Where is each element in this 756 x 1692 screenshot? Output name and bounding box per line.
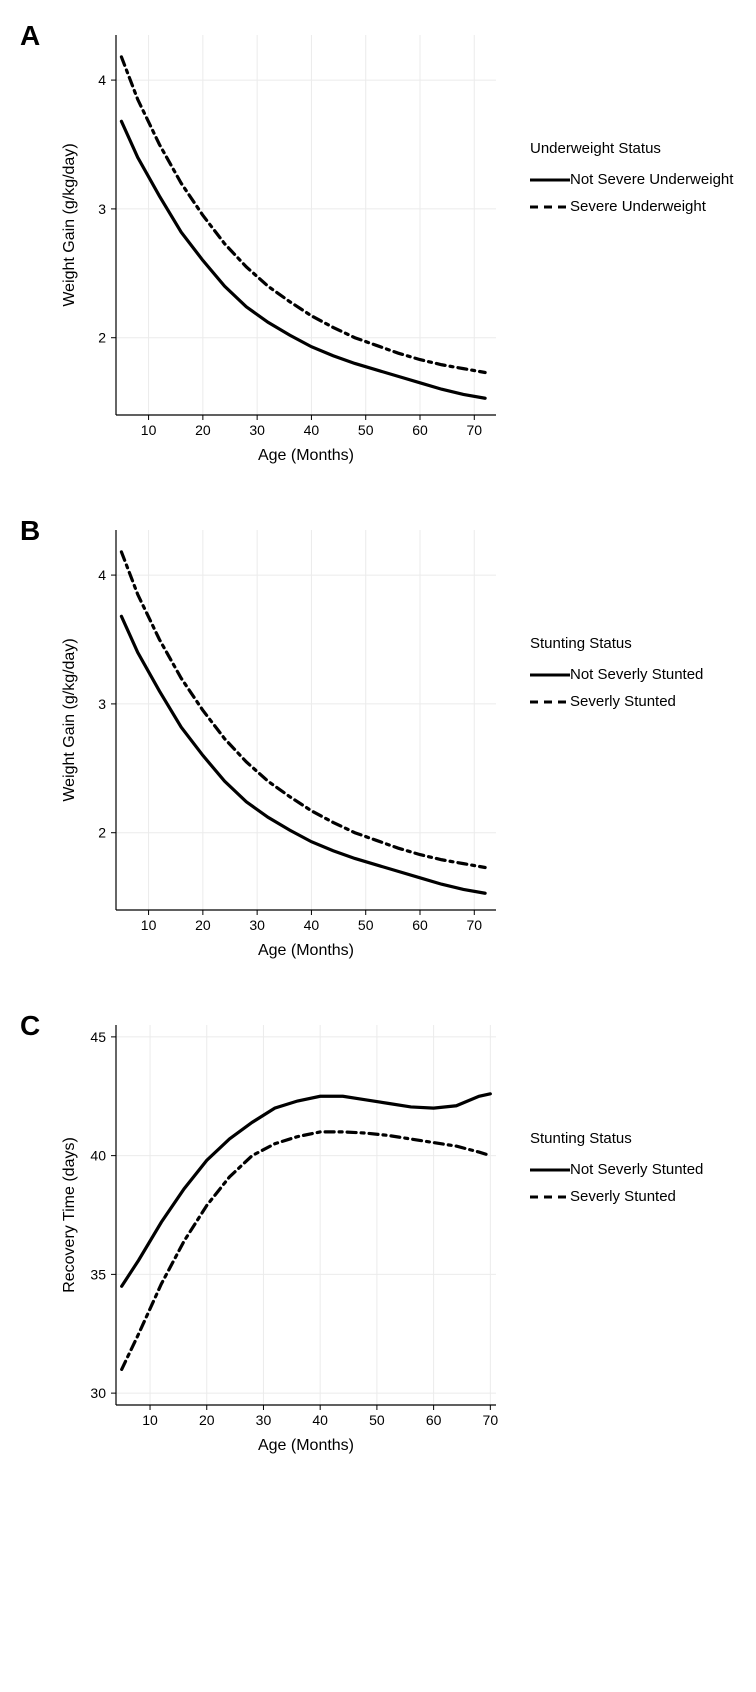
- x-tick-label: 20: [195, 917, 211, 933]
- y-tick-label: 2: [98, 330, 106, 346]
- x-axis-title: Age (Months): [258, 1437, 354, 1454]
- x-tick-label: 50: [358, 422, 374, 438]
- x-tick-label: 60: [412, 917, 428, 933]
- legend-title: Stunting Status: [530, 1130, 703, 1147]
- x-axis-title: Age (Months): [258, 942, 354, 959]
- legend-swatch: [530, 202, 570, 212]
- chart-wrap: 10 20 30 40 50 60 70 2 3 4 Age (Months) Weight Gain…: [56, 20, 506, 475]
- legend-swatch: [530, 670, 570, 680]
- legend-title: Underweight Status: [530, 140, 733, 157]
- legend-item: Not Severly Stunted: [530, 666, 703, 683]
- legend-swatch: [530, 1192, 570, 1202]
- x-tick-label: 30: [256, 1412, 272, 1428]
- y-tick-label: 4: [98, 567, 106, 583]
- chart-svg: 10 20 30 40 50 60 70 2 3 4 Age (Months) Weight Gain…: [56, 20, 506, 475]
- legend-label: Not Severe Underweight: [570, 171, 733, 188]
- x-tick-label: 40: [312, 1412, 328, 1428]
- panel-label: B: [20, 515, 48, 547]
- chart-svg: 10 20 30 40 50 60 70 2 3 4 Age (Months) Weight Gain…: [56, 515, 506, 970]
- x-tick-label: 10: [141, 917, 157, 933]
- x-tick-label: 70: [466, 917, 482, 933]
- y-tick-label: 3: [98, 696, 106, 712]
- legend-item: Not Severe Underweight: [530, 171, 733, 188]
- x-tick-label: 30: [249, 917, 265, 933]
- x-tick-label: 60: [426, 1412, 442, 1428]
- x-tick-label: 20: [195, 422, 211, 438]
- chart-wrap: 10 20 30 40 50 60 70 2 3 4 Age (Months) Weight Gain…: [56, 515, 506, 970]
- chart-panel: A 10 20 30 40 50 60 70 2 3 4 Age (Months) Weight Gai…: [20, 20, 736, 475]
- legend: Stunting Status Not Severly Stunted Severl…: [530, 1130, 703, 1215]
- y-tick-label: 30: [90, 1385, 106, 1401]
- x-tick-label: 70: [483, 1412, 499, 1428]
- y-tick-label: 40: [90, 1148, 106, 1164]
- chart-panel: B 10 20 30 40 50 60 70 2 3 4 Age (Months) Weight Gai…: [20, 515, 736, 970]
- y-axis-title: Weight Gain (g/kg/day): [61, 638, 78, 801]
- legend-label: Severly Stunted: [570, 693, 676, 710]
- legend-item: Severe Underweight: [530, 198, 733, 215]
- legend-swatch: [530, 697, 570, 707]
- legend: Stunting Status Not Severly Stunted Severl…: [530, 635, 703, 720]
- panel-label: C: [20, 1010, 48, 1042]
- y-tick-label: 3: [98, 201, 106, 217]
- y-tick-label: 35: [90, 1266, 106, 1282]
- y-tick-label: 4: [98, 72, 106, 88]
- legend-label: Not Severly Stunted: [570, 1161, 703, 1178]
- x-tick-label: 70: [466, 422, 482, 438]
- legend-item: Not Severly Stunted: [530, 1161, 703, 1178]
- x-tick-label: 10: [142, 1412, 158, 1428]
- legend-swatch: [530, 1165, 570, 1175]
- x-axis-title: Age (Months): [258, 447, 354, 464]
- x-tick-label: 10: [141, 422, 157, 438]
- legend: Underweight Status Not Severe Underweight…: [530, 140, 733, 225]
- x-tick-label: 30: [249, 422, 265, 438]
- x-tick-label: 20: [199, 1412, 215, 1428]
- legend-title: Stunting Status: [530, 635, 703, 652]
- chart-wrap: 10 20 30 40 50 60 70 30 35 40 45 Age (Months) Recove…: [56, 1010, 506, 1465]
- chart-svg: 10 20 30 40 50 60 70 30 35 40 45 Age (Months) Recove…: [56, 1010, 506, 1465]
- y-tick-label: 2: [98, 825, 106, 841]
- chart-panel: C 10 20 30 40 50 60 70 30 35 40 45 Age (Months) Recov…: [20, 1010, 736, 1465]
- y-tick-label: 45: [90, 1029, 106, 1045]
- x-tick-label: 40: [304, 917, 320, 933]
- x-tick-label: 40: [304, 422, 320, 438]
- y-axis-title: Recovery Time (days): [61, 1137, 78, 1293]
- legend-item: Severly Stunted: [530, 1188, 703, 1205]
- legend-swatch: [530, 175, 570, 185]
- x-tick-label: 50: [369, 1412, 385, 1428]
- legend-label: Not Severly Stunted: [570, 666, 703, 683]
- x-tick-label: 50: [358, 917, 374, 933]
- x-tick-label: 60: [412, 422, 428, 438]
- panel-label: A: [20, 20, 48, 52]
- y-axis-title: Weight Gain (g/kg/day): [61, 143, 78, 306]
- legend-label: Severly Stunted: [570, 1188, 676, 1205]
- legend-item: Severly Stunted: [530, 693, 703, 710]
- legend-label: Severe Underweight: [570, 198, 706, 215]
